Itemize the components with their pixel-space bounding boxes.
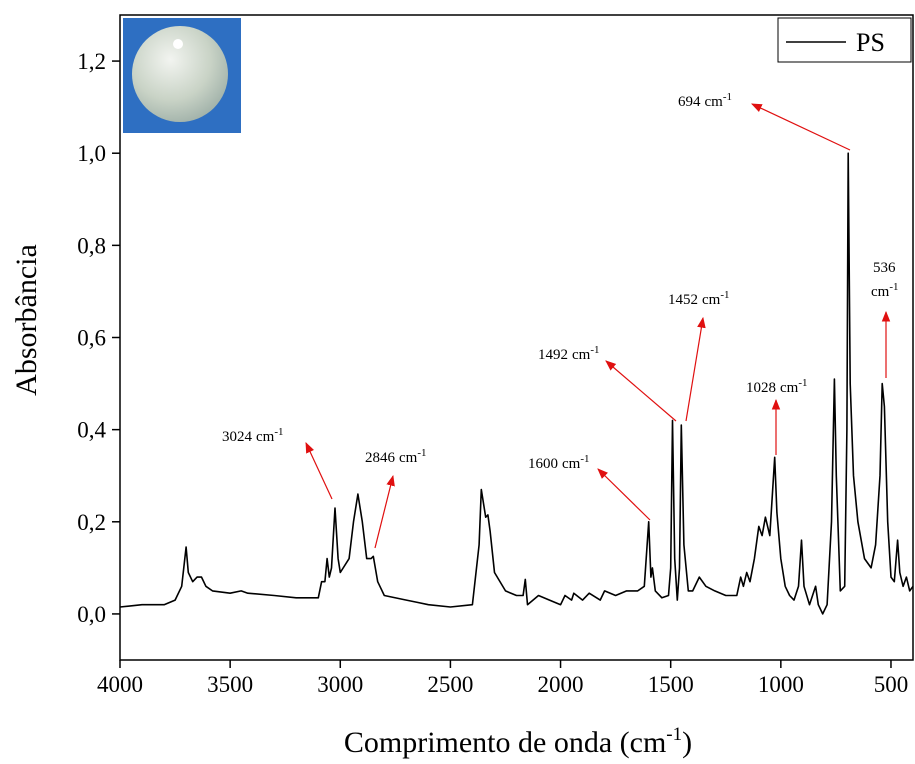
annotation-unit: cm <box>572 347 591 363</box>
annotation-arrow <box>305 442 333 500</box>
annotation-unit: cm <box>256 429 275 445</box>
annotation: 1492 cm-1 <box>538 344 600 363</box>
x-tick-label: 1500 <box>648 672 694 697</box>
y-axis-label: Absorbância <box>10 244 43 396</box>
annotation-value: 1452 <box>668 292 698 308</box>
y-tick-label: 0,6 <box>77 326 106 351</box>
annotation-sup: -1 <box>580 453 589 465</box>
annotation-value: 1600 <box>528 456 558 472</box>
y-tick-label: 0,8 <box>77 233 106 258</box>
annotation-value: 1028 <box>746 380 776 396</box>
annotation-value: 536 <box>873 260 896 276</box>
annotation-unit: cm <box>780 380 799 396</box>
y-tick-label: 1,2 <box>77 49 106 74</box>
annotation-sup: -1 <box>723 91 732 103</box>
legend-label: PS <box>856 28 885 57</box>
x-axis-label-text: Comprimento de onda (cm <box>344 726 666 759</box>
legend: PS <box>777 17 912 63</box>
x-axis-label-end: ) <box>682 726 692 759</box>
annotation: 1028 cm-1 <box>746 377 808 396</box>
annotation-arrow <box>751 103 851 151</box>
annotation: 2846 cm-1 <box>365 447 427 466</box>
annotation: 1600 cm-1 <box>528 453 590 472</box>
annotation-unit: cm <box>702 292 721 308</box>
x-tick-label: 500 <box>874 672 909 697</box>
annotation-arrow <box>597 468 651 521</box>
legend-box <box>777 17 912 63</box>
annotation-arrow <box>374 474 395 549</box>
annotation: 3024 cm-1 <box>222 426 284 445</box>
annotation-unit: cm <box>399 450 418 466</box>
x-tick-label: 3000 <box>317 672 363 697</box>
x-tick-label: 2000 <box>538 672 584 697</box>
annotation: 694 cm-1 <box>678 91 732 110</box>
annotation-sup: -1 <box>720 289 729 301</box>
y-tick-label: 0,0 <box>77 602 106 627</box>
annotation-unit: cm <box>705 94 724 110</box>
annotation-value: 3024 <box>222 429 253 445</box>
spectrum-line <box>119 152 914 615</box>
annotation-value: 2846 <box>365 450 396 466</box>
y-tick-label: 1,0 <box>77 141 106 166</box>
annotation-value: 694 <box>678 94 701 110</box>
annotation-arrow <box>685 316 706 422</box>
inset-photo <box>123 18 241 133</box>
annotation-sup: -1 <box>274 426 283 438</box>
y-tick-label: 0,2 <box>77 510 106 535</box>
annotation: 1452 cm-1 <box>668 289 730 308</box>
x-tick-label: 4000 <box>97 672 143 697</box>
x-tick-label: 1000 <box>758 672 804 697</box>
y-tick-label: 0,4 <box>77 418 106 443</box>
x-tick-label: 2500 <box>427 672 473 697</box>
annotation-arrow <box>605 360 677 422</box>
annotation-sup: -1 <box>798 377 807 389</box>
x-tick-label: 3500 <box>207 672 253 697</box>
annotation: 536 cm-1 <box>871 260 899 300</box>
annotation-unit: cm <box>871 284 890 300</box>
annotation-unit: cm <box>562 456 581 472</box>
annotation-sup: -1 <box>889 281 898 293</box>
annotation-sup: -1 <box>417 447 426 459</box>
annotation-value: 1492 <box>538 347 568 363</box>
annotation-sup: -1 <box>590 344 599 356</box>
x-axis-label: Comprimento de onda (cm-1) <box>344 724 692 759</box>
x-axis-label-sup: -1 <box>666 724 682 745</box>
